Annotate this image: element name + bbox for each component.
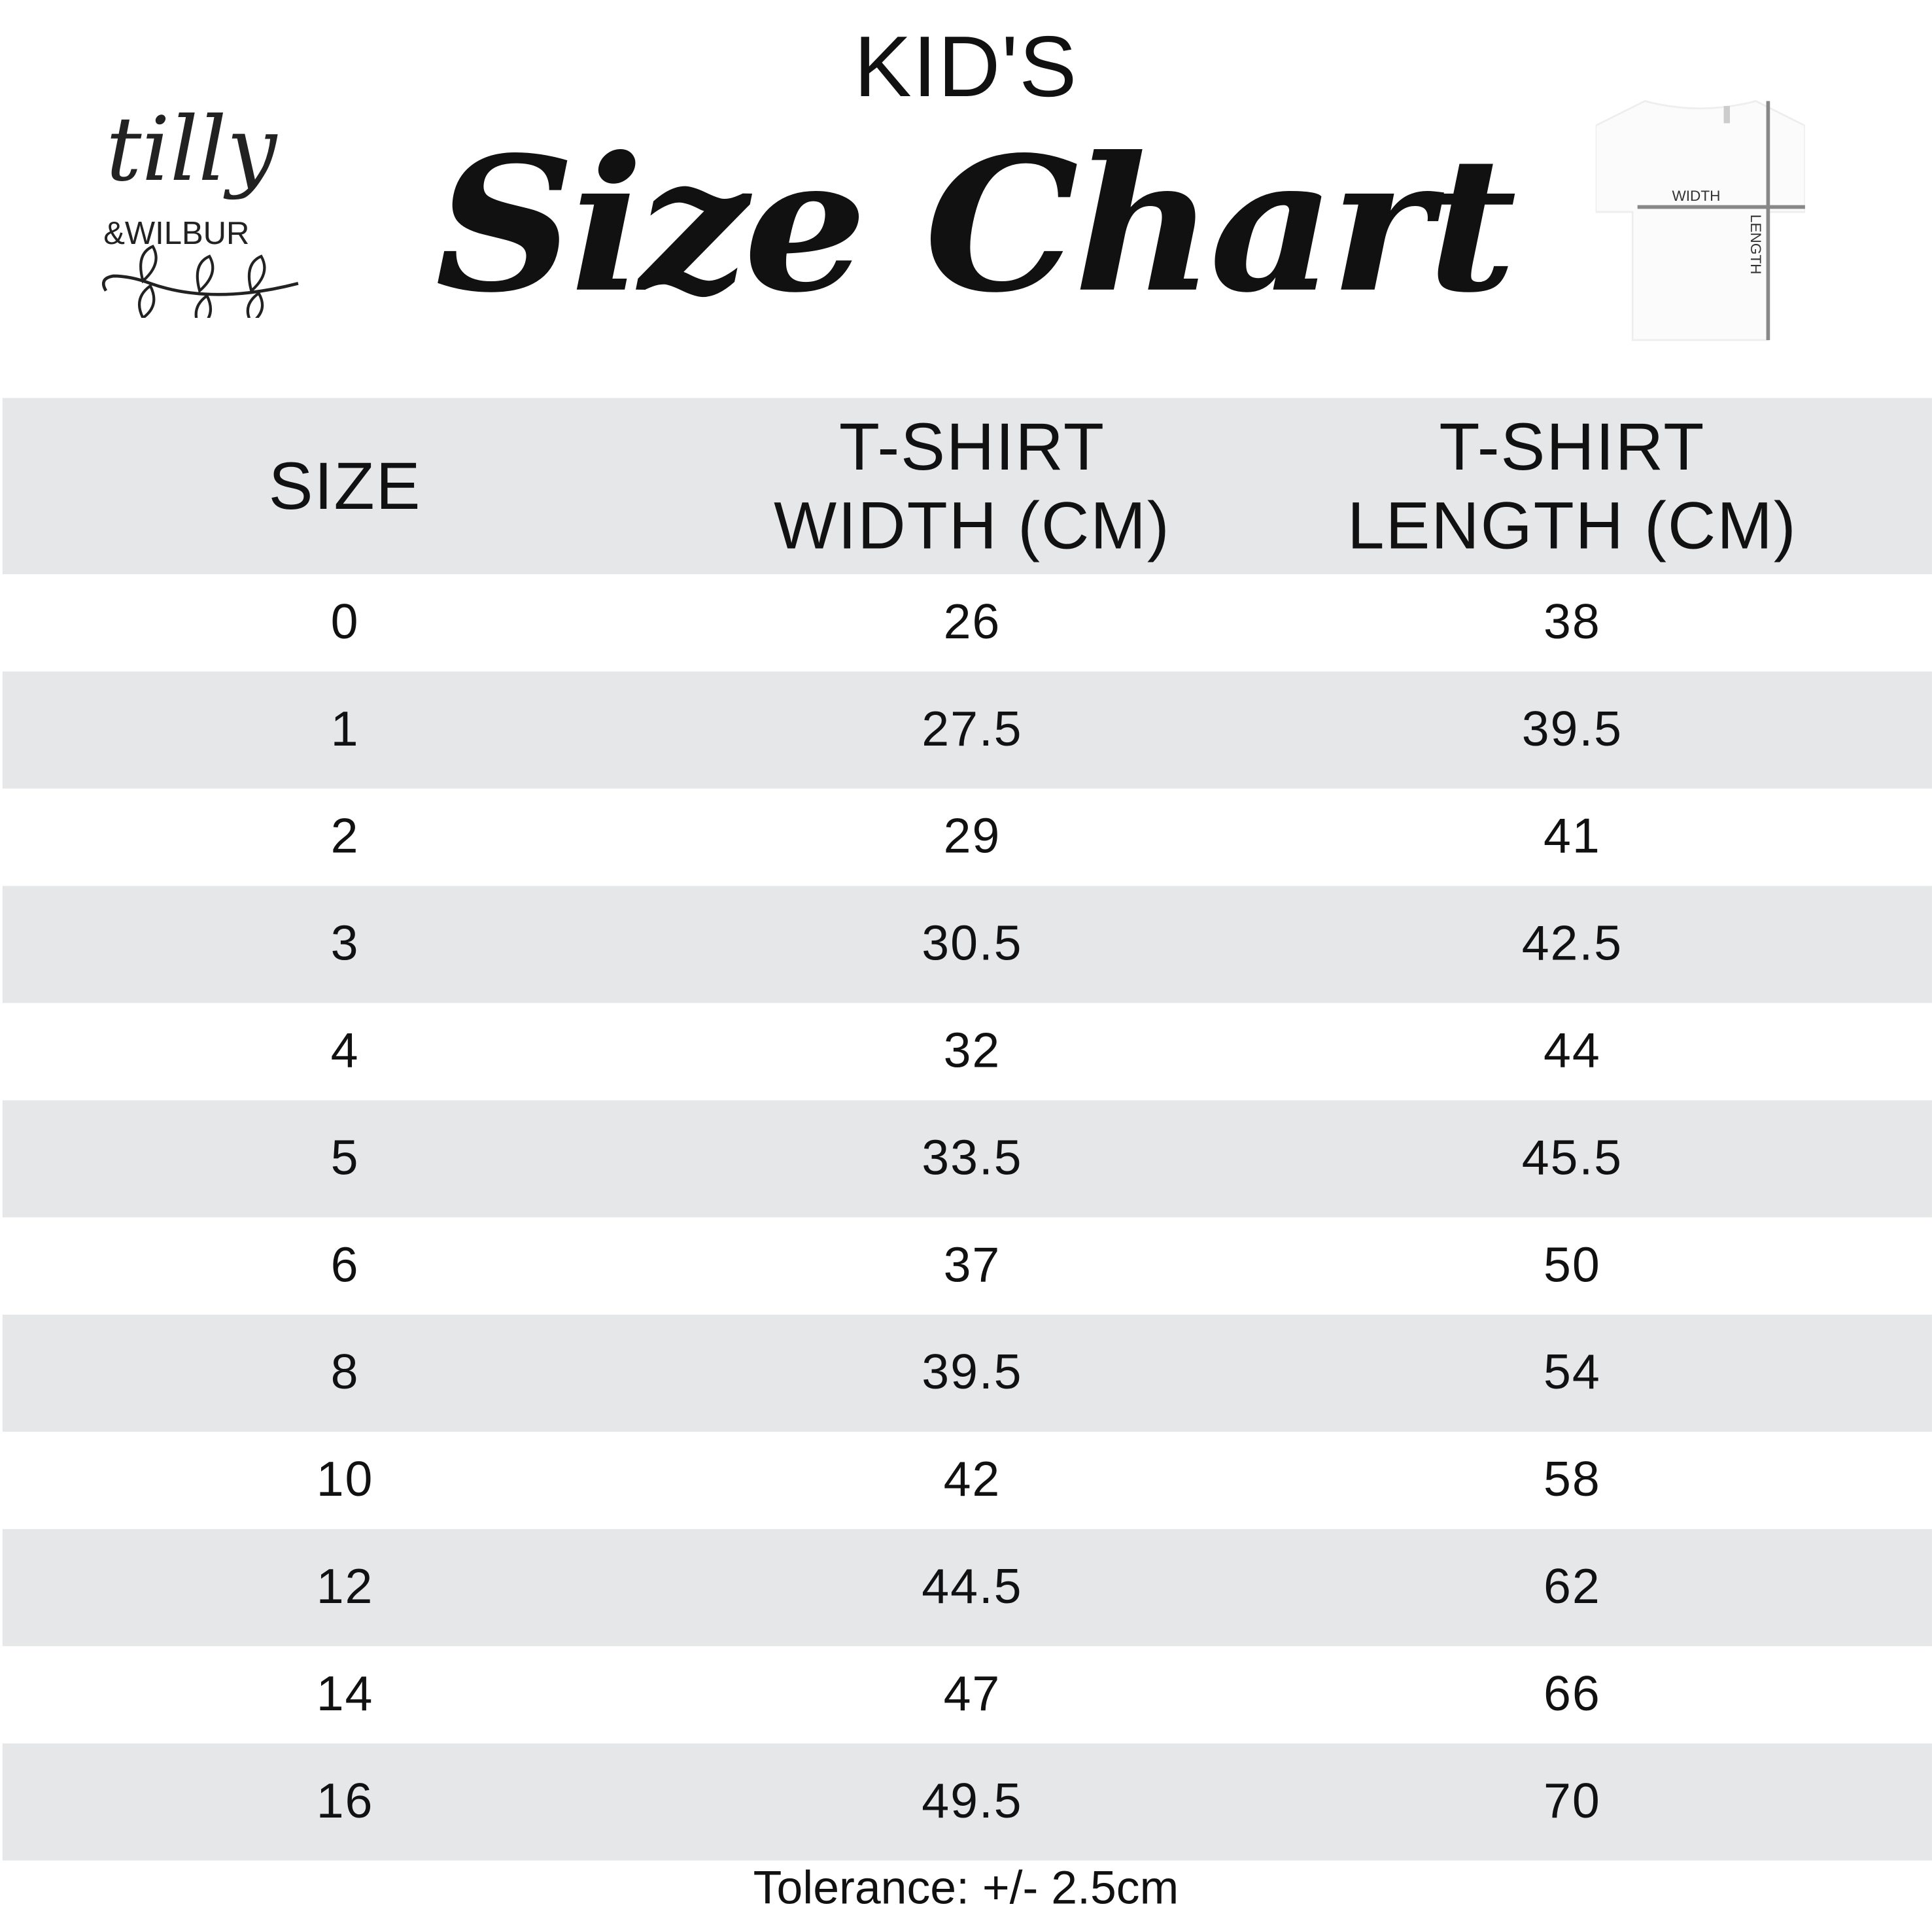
- length-cell: 42.5: [1521, 916, 1623, 971]
- table-row: 10 42 58: [3, 1432, 1932, 1529]
- width-cell: 37: [943, 1238, 1001, 1293]
- width-cell: 44.5: [922, 1560, 1023, 1614]
- length-cell: 66: [1544, 1666, 1601, 1721]
- size-cell: 2: [330, 809, 360, 864]
- size-cell: 8: [330, 1345, 360, 1400]
- leaf-branch-icon: [101, 245, 299, 330]
- width-cell: 33.5: [922, 1131, 1023, 1186]
- length-cell: 41: [1544, 809, 1601, 864]
- table-row: 6 37 50: [3, 1217, 1932, 1315]
- kicker-heading: KID'S: [854, 18, 1078, 115]
- length-label: LENGTH: [1748, 215, 1764, 275]
- length-cell: 39.5: [1521, 702, 1623, 757]
- table-row: 8 39.5 54: [2, 1315, 1932, 1432]
- length-cell: 62: [1544, 1560, 1601, 1614]
- size-cell: 12: [316, 1560, 374, 1614]
- table-row: 4 32 44: [3, 1003, 1932, 1100]
- size-cell: 4: [330, 1024, 360, 1078]
- table-row: 16 49.5 70: [2, 1743, 1932, 1861]
- size-cell: 14: [316, 1666, 374, 1721]
- tshirt-diagram: WIDTH LENGTH: [1595, 96, 1806, 343]
- length-cell: 44: [1544, 1024, 1601, 1078]
- width-cell: 27.5: [922, 702, 1023, 757]
- column-header: T-SHIRT LENGTH (CM): [1347, 409, 1797, 563]
- width-cell: 39.5: [922, 1345, 1023, 1400]
- table-row: 2 29 41: [3, 789, 1932, 886]
- length-cell: 70: [1544, 1774, 1601, 1829]
- width-cell: 47: [943, 1666, 1001, 1721]
- table-row: 3 30.5 42.5: [2, 886, 1932, 1003]
- size-cell: 10: [316, 1453, 374, 1508]
- length-cell: 45.5: [1521, 1131, 1623, 1186]
- size-cell: 16: [316, 1774, 374, 1829]
- length-cell: 58: [1544, 1453, 1601, 1508]
- logo-text-wilbur: &WILBUR: [103, 216, 249, 251]
- tolerance-note: Tolerance: +/- 2.5cm: [753, 1863, 1179, 1915]
- table-row: 0 26 38: [3, 574, 1932, 672]
- table-row: 1 27.5 39.5: [2, 671, 1932, 789]
- size-table: SIZE T-SHIRT WIDTH (CM) T-SHIRT LENGTH (CM) 0…: [2, 398, 1932, 1861]
- length-cell: 50: [1544, 1238, 1601, 1293]
- table-row: 12 44.5 62: [2, 1528, 1932, 1646]
- column-header: T-SHIRT WIDTH (CM): [774, 409, 1171, 563]
- table-row: 5 33.5 45.5: [2, 1100, 1932, 1218]
- table-row: 14 47 66: [3, 1646, 1932, 1744]
- size-cell: 1: [330, 702, 360, 757]
- column-header: SIZE: [268, 449, 422, 523]
- logo-graphic: tilly &WILBUR: [101, 97, 299, 330]
- brand-logo: tilly &WILBUR: [94, 96, 315, 330]
- width-cell: 30.5: [922, 916, 1023, 971]
- size-cell: 5: [330, 1131, 360, 1186]
- length-cell: 54: [1544, 1345, 1601, 1400]
- width-label: WIDTH: [1672, 188, 1720, 204]
- size-cell: 0: [330, 595, 360, 649]
- width-cell: 26: [943, 595, 1001, 649]
- size-cell: 3: [330, 916, 360, 971]
- table-header-row: SIZE T-SHIRT WIDTH (CM) T-SHIRT LENGTH (CM): [2, 398, 1932, 574]
- width-cell: 32: [943, 1024, 1001, 1078]
- width-cell: 29: [943, 809, 1001, 864]
- tshirt-icon: WIDTH LENGTH: [1595, 99, 1806, 341]
- size-cell: 6: [330, 1238, 360, 1293]
- logo-text-tilly: tilly: [106, 97, 279, 201]
- length-cell: 38: [1544, 595, 1601, 649]
- width-cell: 42: [943, 1453, 1001, 1508]
- width-cell: 49.5: [922, 1774, 1023, 1829]
- page-title: Size Chart: [435, 116, 1517, 334]
